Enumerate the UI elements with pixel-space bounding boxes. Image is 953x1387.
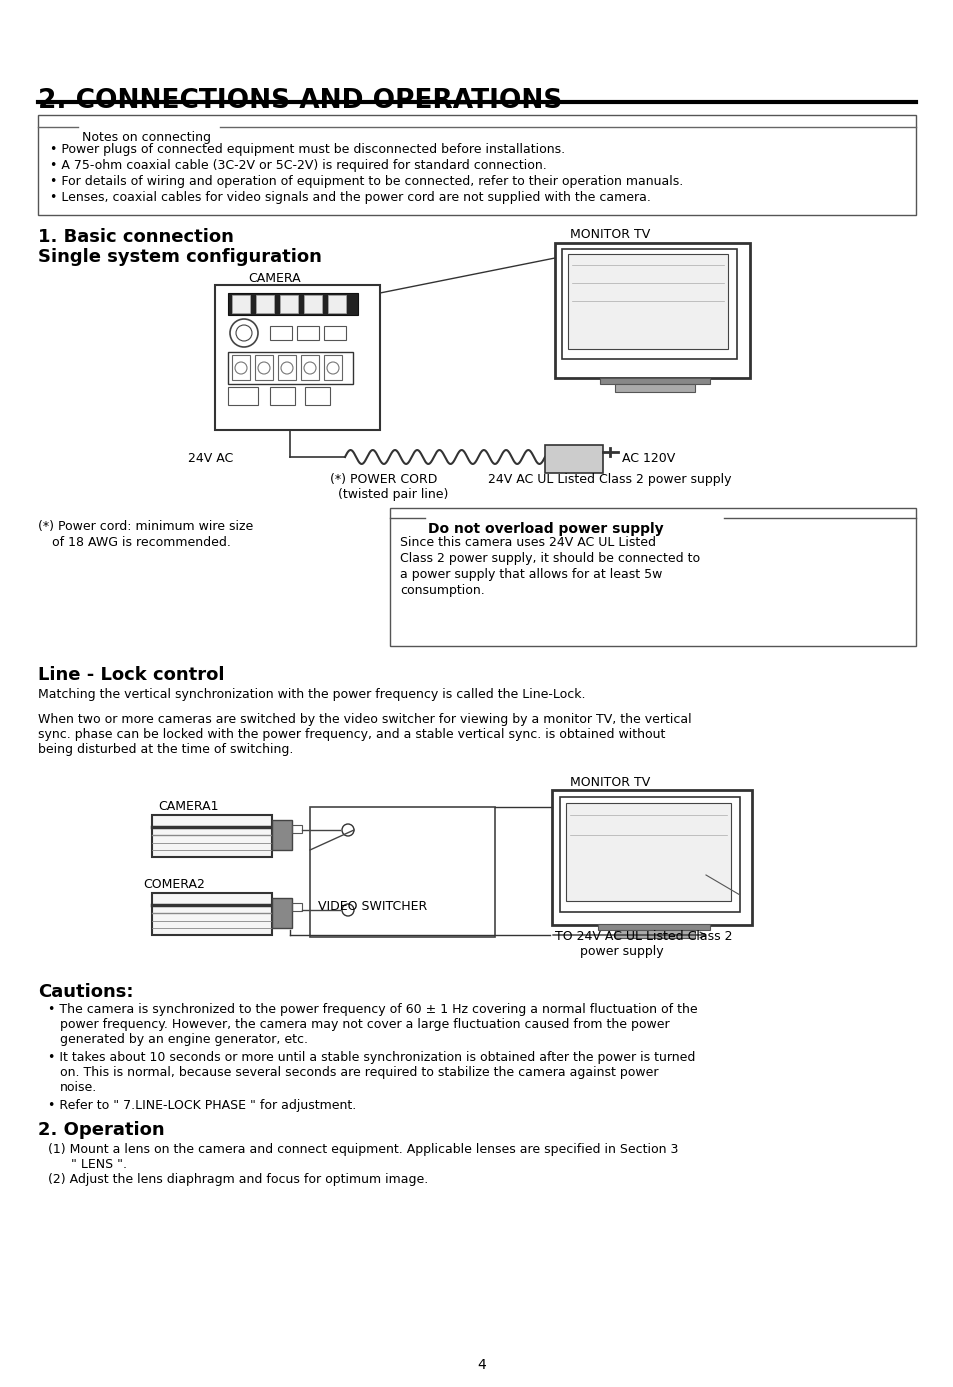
Bar [598, 924, 709, 931]
Text: 24V AC UL Listed Class 2 power supply: 24V AC UL Listed Class 2 power supply [488, 473, 731, 485]
Bar [255, 295, 274, 313]
Text: Single system configuration: Single system configuration [38, 248, 321, 266]
Text: consumption.: consumption. [399, 584, 484, 596]
Text: Matching the vertical synchronization with the power frequency is called the Lin: Matching the vertical synchronization wi… [38, 688, 585, 700]
Text: COMERA2: COMERA2 [143, 878, 205, 890]
Bar [254, 355, 273, 380]
Text: 1. Basic connection: 1. Basic connection [38, 227, 233, 245]
Bar [559, 798, 740, 913]
Bar [292, 825, 302, 834]
Text: • For details of wiring and operation of equipment to be connected, refer to the: • For details of wiring and operation of… [50, 175, 682, 189]
Text: 24V AC: 24V AC [188, 452, 233, 465]
Bar [305, 387, 330, 405]
Text: power frequency. However, the camera may not cover a large fluctuation caused fr: power frequency. However, the camera may… [60, 1018, 669, 1031]
Bar [292, 903, 302, 911]
Bar [324, 326, 346, 340]
Bar [304, 295, 322, 313]
Text: a power supply that allows for at least 5w: a power supply that allows for at least … [399, 569, 661, 581]
Text: on. This is normal, because several seconds are required to stabilize the camera: on. This is normal, because several seco… [60, 1067, 658, 1079]
Text: 4: 4 [476, 1358, 485, 1372]
Bar [152, 816, 272, 857]
Bar [544, 445, 602, 473]
Text: being disturbed at the time of switching.: being disturbed at the time of switching… [38, 743, 294, 756]
Text: When two or more cameras are switched by the video switcher for viewing by a mon: When two or more cameras are switched by… [38, 713, 691, 725]
Bar [599, 379, 709, 384]
Bar [565, 803, 730, 902]
Bar [615, 931, 695, 938]
Text: power supply: power supply [579, 945, 663, 958]
Text: (1) Mount a lens on the camera and connect equipment. Applicable lenses are spec: (1) Mount a lens on the camera and conne… [48, 1143, 678, 1155]
Text: MONITOR TV: MONITOR TV [569, 227, 650, 241]
Bar [38, 115, 915, 215]
Text: 2. Operation: 2. Operation [38, 1121, 165, 1139]
Text: Notes on connecting: Notes on connecting [82, 130, 211, 144]
Bar [390, 508, 915, 646]
Bar [232, 295, 250, 313]
Bar [615, 384, 695, 393]
Text: Since this camera uses 24V AC UL Listed: Since this camera uses 24V AC UL Listed [399, 535, 656, 549]
Text: Cautions:: Cautions: [38, 983, 133, 1001]
Bar [555, 243, 749, 379]
Text: MONITOR TV: MONITOR TV [569, 775, 650, 789]
Bar [228, 387, 257, 405]
Text: CAMERA: CAMERA [248, 272, 300, 284]
Bar [280, 295, 297, 313]
Text: • The camera is synchronized to the power frequency of 60 ± 1 Hz covering a norm: • The camera is synchronized to the powe… [48, 1003, 697, 1017]
Bar [310, 807, 495, 938]
Bar [272, 897, 292, 928]
Text: TO 24V AC UL Listed Class 2: TO 24V AC UL Listed Class 2 [555, 931, 732, 943]
Bar [228, 352, 353, 384]
Bar [232, 355, 250, 380]
Text: generated by an engine generator, etc.: generated by an engine generator, etc. [60, 1033, 308, 1046]
Bar [567, 254, 727, 350]
Text: of 18 AWG is recommended.: of 18 AWG is recommended. [52, 535, 231, 549]
Bar [270, 326, 292, 340]
Text: " LENS ".: " LENS ". [55, 1158, 127, 1171]
Text: • Lenses, coaxial cables for video signals and the power cord are not supplied w: • Lenses, coaxial cables for video signa… [50, 191, 650, 204]
Text: Class 2 power supply, it should be connected to: Class 2 power supply, it should be conne… [399, 552, 700, 565]
Text: • It takes about 10 seconds or more until a stable synchronization is obtained a: • It takes about 10 seconds or more unti… [48, 1051, 695, 1064]
Bar [324, 355, 341, 380]
Text: VIDEO SWITCHER: VIDEO SWITCHER [317, 900, 427, 913]
Text: Line - Lock control: Line - Lock control [38, 666, 224, 684]
Text: noise.: noise. [60, 1080, 97, 1094]
Bar [552, 791, 751, 925]
Text: • A 75-ohm coaxial cable (3C-2V or 5C-2V) is required for standard connection.: • A 75-ohm coaxial cable (3C-2V or 5C-2V… [50, 160, 546, 172]
Bar [561, 250, 737, 359]
Bar [270, 387, 294, 405]
Bar [214, 284, 379, 430]
Text: Do not overload power supply: Do not overload power supply [428, 522, 663, 535]
Text: CAMERA1: CAMERA1 [158, 800, 218, 813]
Bar [301, 355, 318, 380]
Bar [328, 295, 346, 313]
Bar [277, 355, 295, 380]
Text: (2) Adjust the lens diaphragm and focus for optimum image.: (2) Adjust the lens diaphragm and focus … [48, 1173, 428, 1186]
Text: (twisted pair line): (twisted pair line) [337, 488, 448, 501]
Text: sync. phase can be locked with the power frequency, and a stable vertical sync. : sync. phase can be locked with the power… [38, 728, 664, 741]
Text: (*) POWER CORD: (*) POWER CORD [330, 473, 436, 485]
Bar [152, 893, 272, 935]
Text: • Refer to " 7.LINE-LOCK PHASE " for adjustment.: • Refer to " 7.LINE-LOCK PHASE " for adj… [48, 1099, 355, 1112]
Text: 2. CONNECTIONS AND OPERATIONS: 2. CONNECTIONS AND OPERATIONS [38, 87, 561, 114]
Bar [296, 326, 318, 340]
Bar [272, 820, 292, 850]
Text: AC 120V: AC 120V [621, 452, 675, 465]
Text: (*) Power cord: minimum wire size: (*) Power cord: minimum wire size [38, 520, 253, 533]
Bar [228, 293, 357, 315]
Text: • Power plugs of connected equipment must be disconnected before installations.: • Power plugs of connected equipment mus… [50, 143, 564, 155]
